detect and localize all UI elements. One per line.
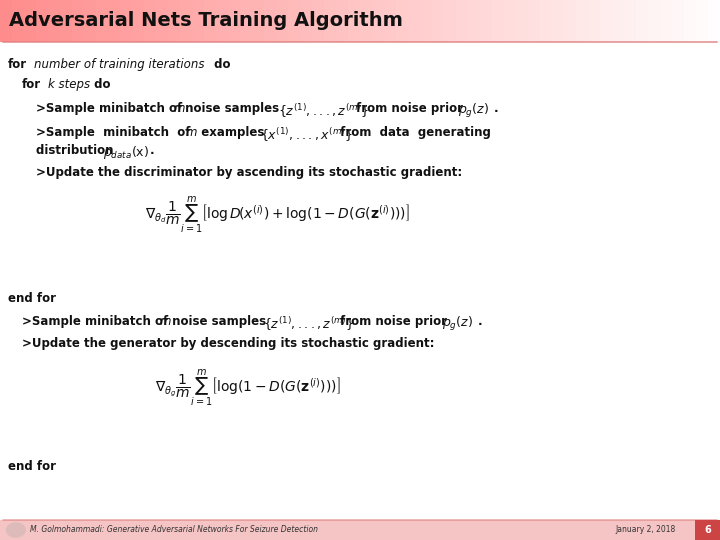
Text: $\{x^{(1)},...,x^{(m)}\}$: $\{x^{(1)},...,x^{(m)}\}$: [260, 126, 353, 144]
Text: $p_g(z)$: $p_g(z)$: [458, 102, 489, 120]
Text: January 2, 2018: January 2, 2018: [616, 525, 676, 535]
Text: examples: examples: [193, 126, 269, 139]
Text: $\{z^{(1)},...,z^{(m)}\}$: $\{z^{(1)},...,z^{(m)}\}$: [278, 102, 369, 120]
Text: $\nabla_{\theta_d} \dfrac{1}{m} \sum_{i=1}^{m} \left[\log D\!\left(x^{(i)}\right: $\nabla_{\theta_d} \dfrac{1}{m} \sum_{i=…: [145, 194, 410, 235]
Text: $p_{data}(\mathrm{x})$: $p_{data}(\mathrm{x})$: [103, 144, 149, 161]
Text: noise samples: noise samples: [168, 315, 270, 328]
Text: from noise prior: from noise prior: [340, 315, 451, 328]
Text: from noise prior: from noise prior: [356, 102, 467, 115]
Text: do: do: [210, 58, 230, 71]
Text: $\{z^{(1)},...,z^{(m)}\}$: $\{z^{(1)},...,z^{(m)}\}$: [263, 315, 354, 333]
Text: .: .: [494, 102, 499, 115]
Text: $\nabla_{\theta_g} \dfrac{1}{m} \sum_{i=1}^{m} \left[\log(1 - D(G(\mathbf{z}^{(i: $\nabla_{\theta_g} \dfrac{1}{m} \sum_{i=…: [155, 367, 341, 409]
Text: m: m: [186, 126, 197, 139]
Text: 6: 6: [704, 525, 711, 535]
Text: M. Golmohammadi: Generative Adversarial Networks For Seizure Detection: M. Golmohammadi: Generative Adversarial …: [30, 525, 318, 535]
Text: distribution: distribution: [36, 144, 117, 157]
Text: k steps: k steps: [48, 78, 90, 91]
Text: number of training iterations: number of training iterations: [34, 58, 204, 71]
Text: from  data  generating: from data generating: [336, 126, 491, 139]
Text: >Update the discriminator by ascending its stochastic gradient:: >Update the discriminator by ascending i…: [36, 166, 462, 179]
Text: .: .: [150, 144, 155, 157]
Text: for: for: [22, 78, 41, 91]
Text: $p_g(z)$: $p_g(z)$: [442, 315, 473, 333]
Text: end for: end for: [8, 292, 56, 305]
Text: .: .: [478, 315, 482, 328]
Text: noise samples: noise samples: [181, 102, 283, 115]
Text: >Sample minibatch of: >Sample minibatch of: [22, 315, 172, 328]
Text: >Sample  minibatch  of: >Sample minibatch of: [36, 126, 194, 139]
Text: end for: end for: [8, 460, 56, 473]
Text: m: m: [160, 315, 171, 328]
Text: m: m: [174, 102, 186, 115]
Text: do: do: [90, 78, 110, 91]
Text: >Update the generator by descending its stochastic gradient:: >Update the generator by descending its …: [22, 337, 434, 350]
Text: Adversarial Nets Training Algorithm: Adversarial Nets Training Algorithm: [9, 11, 403, 30]
Text: for: for: [8, 58, 27, 71]
Text: >Sample minibatch of: >Sample minibatch of: [36, 102, 186, 115]
